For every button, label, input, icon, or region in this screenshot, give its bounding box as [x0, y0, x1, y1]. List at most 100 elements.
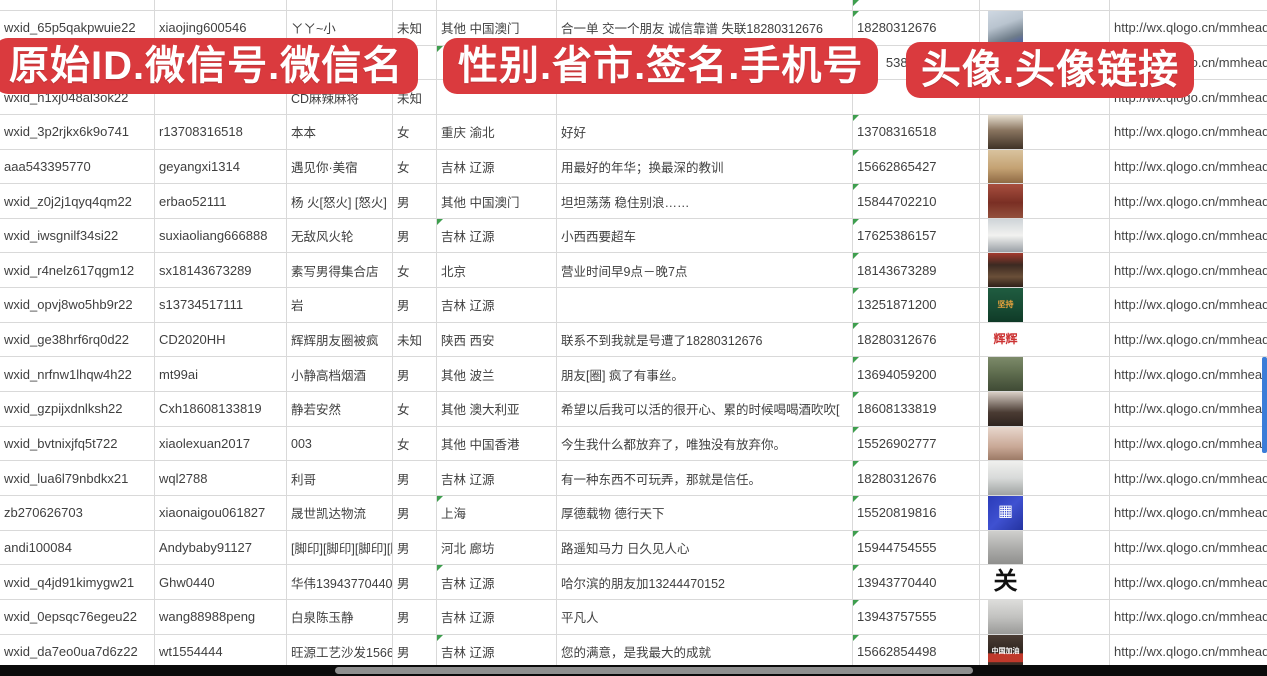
avatar-link-value[interactable]: http://wx.qlogo.cn/mmhead: [1114, 20, 1267, 36]
avatar-cell: [980, 392, 1110, 426]
table-row: aaa543395770 geyangxi1314 遇见你·美宿 女 吉林 辽源…: [0, 149, 1267, 185]
region-cell: 其他 中国澳门: [437, 11, 557, 45]
avatar-image: [988, 530, 1023, 565]
wechat-id-value: s13734517111: [159, 297, 244, 313]
gender-cell: 男: [393, 357, 437, 392]
wechat-name-cell: 晟世凯达物流: [287, 495, 393, 530]
avatar-link-value[interactable]: http://wx.qlogo.cn/mmhead: [1114, 574, 1267, 590]
wechat-name-value: 小静高档烟酒: [291, 368, 367, 383]
phone-value: 15944754555: [857, 539, 937, 555]
avatar-cell: [980, 357, 1110, 392]
region-value: 吉林 辽源: [441, 645, 495, 660]
wechat-name-value: 遇见你·美宿: [291, 160, 358, 175]
vertical-scrollbar-thumb[interactable]: [1262, 357, 1267, 453]
wechat-id-cell: wql2788: [155, 461, 287, 495]
signature-cell: 联系不到我就是号遭了18280312676: [557, 322, 853, 357]
avatar-link-value[interactable]: http://wx.qlogo.cn/mmhead: [1114, 366, 1267, 382]
signature-cell: 平凡人: [557, 599, 853, 634]
avatar-link-value[interactable]: http://wx.qlogo.cn/mmhead: [1114, 436, 1267, 451]
wechat-id-cell: suxiaoliang666888: [155, 218, 287, 253]
phone-value: 17625386157: [857, 228, 937, 244]
signature-cell: 有一种东西不可玩弄，那就是信任。: [557, 461, 853, 495]
region-cell: 吉林 辽源: [437, 461, 557, 495]
wxid-value: aaa543395770: [4, 158, 91, 174]
avatar-cell: 关: [980, 565, 1110, 599]
avatar-image: 关: [988, 565, 1023, 599]
wxid-value: wxid_lua6l79nbdkx21: [4, 470, 129, 486]
wechat-id-cell: Andybaby91127: [155, 530, 287, 565]
avatar-link-cell: http://wx.qlogo.cn/mmhead: [1110, 427, 1267, 461]
wxid-value: wxid_3p2rjkx6k9o741: [4, 124, 130, 140]
wxid-cell: wxid_opvj8wo5hb9r22: [0, 288, 155, 322]
wechat-name-cell: 本本: [287, 114, 393, 149]
signature-value: 小西西要超车: [561, 230, 637, 245]
horizontal-scrollbar-track[interactable]: [0, 665, 1267, 676]
avatar-cell: [980, 184, 1110, 218]
horizontal-scrollbar-thumb[interactable]: [335, 667, 973, 674]
wechat-name-cell: CD麻辣麻将: [287, 80, 393, 114]
region-cell: 重庆 渝北: [437, 114, 557, 149]
avatar-link-value[interactable]: http://wx.qlogo.cn/mmhead: [1114, 539, 1267, 555]
avatar-cell: [980, 114, 1110, 149]
avatar-cell: 辉辉: [980, 322, 1110, 357]
avatar-link-value[interactable]: http://wx.qlogo.cn/mmhead: [1114, 643, 1267, 659]
avatar-link-value[interactable]: http://wx.qlogo.cn/mmhead: [1114, 609, 1267, 625]
wxid-cell: zb270626703: [0, 495, 155, 530]
wechat-name-value: 无敌风火轮: [291, 230, 354, 245]
avatar-link-value[interactable]: http://wx.qlogo.cn/mmhead: [1114, 505, 1267, 521]
wechat-name-cell: 旺源工艺沙发15662854: [287, 634, 393, 669]
wxid-value: wxid_z0j2j1qyq4qm22: [4, 193, 132, 209]
avatar-link-value[interactable]: http://wx.qlogo.cn/mmhead: [1114, 193, 1267, 209]
region-cell: [437, 80, 557, 114]
avatar-label: 中国加油: [991, 647, 1020, 655]
avatar-image: [988, 392, 1023, 426]
wxid-cell: wxid_z0j2j1qyq4qm22: [0, 184, 155, 218]
avatar-link-cell: http://wx.qlogo.cn/mmhead: [1110, 253, 1267, 287]
region-value: 其他 澳大利亚: [441, 403, 520, 418]
avatar-link-value[interactable]: http://wx.qlogo.cn/mmhead: [1114, 401, 1267, 417]
wechat-id-cell: erbao52111: [155, 184, 287, 218]
avatar-link-value[interactable]: http://wx.qlogo.cn/mmhead: [1114, 297, 1267, 313]
region-value: 其他 波兰: [441, 368, 495, 383]
signature-cell: [557, 0, 853, 10]
gender-value: 女: [397, 403, 410, 418]
avatar-link-value[interactable]: http://wx.qlogo.cn/mmhead: [1114, 124, 1267, 140]
avatar-cell: [980, 426, 1110, 461]
phone-value: 13251871200: [857, 297, 937, 313]
wechat-name-value: 杨 火[怒火] [怒火]: [291, 195, 387, 210]
wxid-cell: aaa543395770: [0, 149, 155, 184]
wechat-name-value: ㄚㄚ~小: [291, 22, 336, 37]
wechat-id-value: wt1554444: [159, 643, 223, 659]
phone-value: 18608133819: [857, 401, 937, 417]
gender-cell: 女: [393, 392, 437, 426]
signature-cell: 您的满意，是我最大的成就: [557, 634, 853, 669]
region-value: 吉林 辽源: [441, 611, 495, 626]
signature-value: 今生我什么都放弃了，唯独没有放弃你。: [561, 438, 787, 452]
phone-cell: 15944754555: [853, 530, 980, 565]
table-row: wxid_z0j2j1qyq4qm22 erbao52111 杨 火[怒火] […: [0, 184, 1267, 219]
avatar-link-value[interactable]: http://wx.qlogo.cn/mmhead: [1114, 332, 1267, 348]
table-row: wxid_0epsqc76egeu22 wang88988peng 白泉陈玉静 …: [0, 599, 1267, 635]
wxid-value: wxid_65p5qakpwuie22: [4, 20, 136, 36]
wechat-name-cell: 利哥: [287, 461, 393, 495]
avatar-link-value[interactable]: http://wx.qlogo.cn/mmhead: [1114, 158, 1267, 174]
phone-cell: 17625386157: [853, 218, 980, 253]
wechat-name-value: 利哥: [291, 472, 317, 487]
gender-cell: 女: [393, 426, 437, 461]
avatar-link-cell: http://wx.qlogo.cn/mmhead: [1110, 323, 1267, 357]
signature-cell: 合一单 交一个朋友 诚信靠谱 失联18280312676: [557, 11, 853, 45]
signature-value: 坦坦荡荡 稳住别浪……: [561, 195, 690, 210]
gender-cell: 男: [393, 530, 437, 565]
avatar-link-value[interactable]: http://wx.qlogo.cn/mmhead: [1114, 228, 1267, 244]
wechat-name-value: 晟世凯达物流: [291, 507, 367, 522]
wechat-id-cell: [155, 0, 287, 10]
signature-cell: 用最好的年华；换最深的教训: [557, 149, 853, 184]
gender-cell: [393, 0, 437, 10]
gender-value: 女: [397, 438, 410, 452]
region-cell: 其他 中国澳门: [437, 184, 557, 218]
avatar-link-value[interactable]: http://wx.qlogo.cn/mmhead: [1114, 470, 1267, 486]
avatar-link-cell: http://wx.qlogo.cn/mmhead: [1110, 219, 1267, 253]
wechat-name-value: 静若安然: [291, 403, 342, 418]
avatar-link-value[interactable]: http://wx.qlogo.cn/mmhead: [1114, 262, 1267, 278]
